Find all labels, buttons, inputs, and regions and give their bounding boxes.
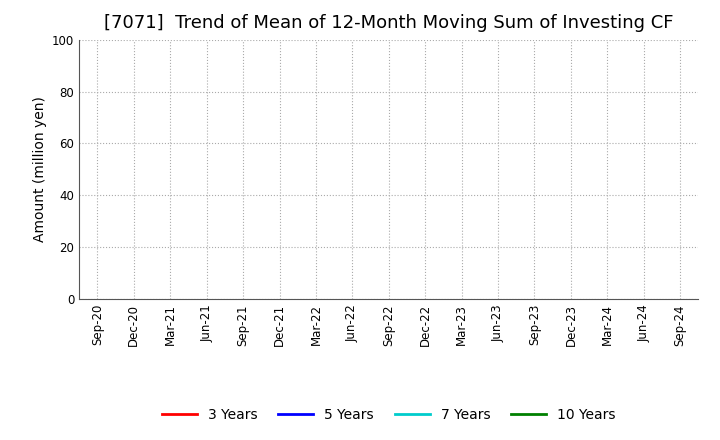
Title: [7071]  Trend of Mean of 12-Month Moving Sum of Investing CF: [7071] Trend of Mean of 12-Month Moving … [104,15,673,33]
Legend: 3 Years, 5 Years, 7 Years, 10 Years: 3 Years, 5 Years, 7 Years, 10 Years [157,402,621,427]
Y-axis label: Amount (million yen): Amount (million yen) [32,96,47,242]
